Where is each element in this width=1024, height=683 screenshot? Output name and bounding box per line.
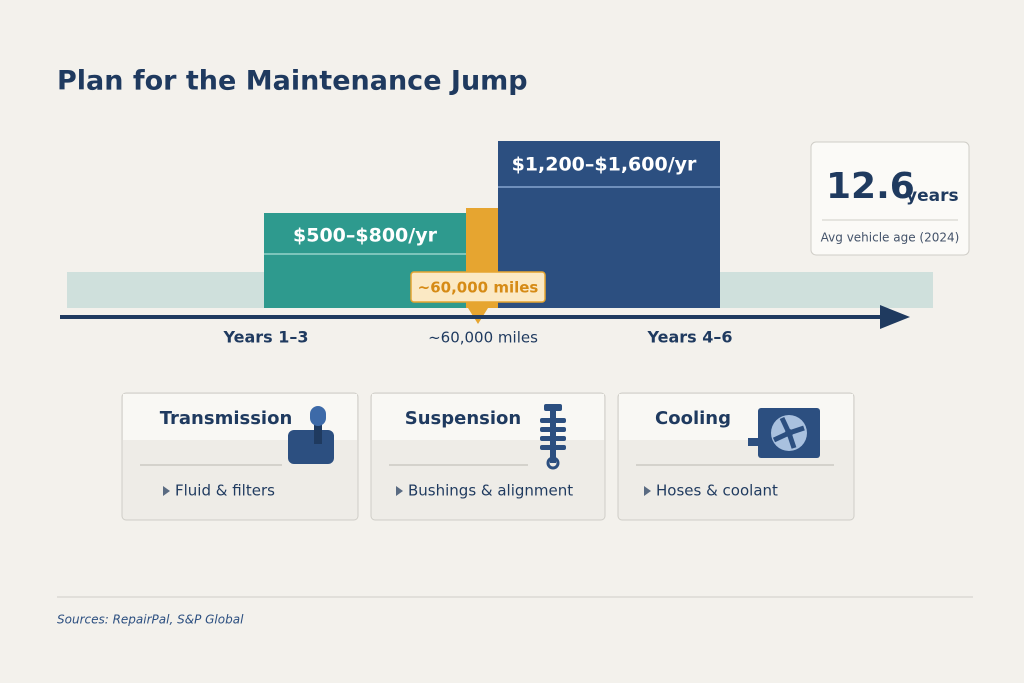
callout: ~60,000 miles (418, 279, 539, 297)
late-cost: $1,200–$1,600/yr (512, 154, 697, 176)
stat-unit: years (906, 186, 959, 206)
card-header (372, 394, 604, 440)
card-title: Cooling (655, 408, 731, 429)
card-item: Bushings & alignment (408, 482, 573, 500)
card: Suspension Bushings & alignment (370, 392, 606, 521)
axis-arrow (880, 305, 910, 329)
stat-card (810, 141, 970, 256)
early-cost: $500–$800/yr (293, 225, 438, 247)
card: Transmission Fluid & filters (121, 392, 359, 521)
title: Plan for the Maintenance Jump (57, 66, 528, 97)
bullet (163, 486, 170, 496)
sources: Sources: RepairPal, S&P Global (57, 613, 244, 627)
stage-label: Years 4–6 (646, 328, 732, 347)
card-title: Transmission (160, 408, 293, 429)
bullet (396, 486, 403, 496)
stat-value: 12.6 (826, 166, 915, 207)
card-item: Hoses & coolant (656, 482, 778, 500)
stat-caption: Avg vehicle age (2024) (821, 231, 960, 245)
transmission-icon (288, 406, 334, 464)
bullet (644, 486, 651, 496)
cooling-icon (748, 408, 820, 458)
stage-label: Years 1–3 (222, 328, 308, 347)
card-title: Suspension (405, 408, 521, 429)
callout-box (410, 271, 546, 303)
suspension-icon (540, 404, 566, 470)
card: Cooling Hoses & coolant (617, 392, 855, 521)
card-item: Fluid & filters (175, 482, 275, 500)
stage-label: ~60,000 miles (428, 329, 538, 347)
